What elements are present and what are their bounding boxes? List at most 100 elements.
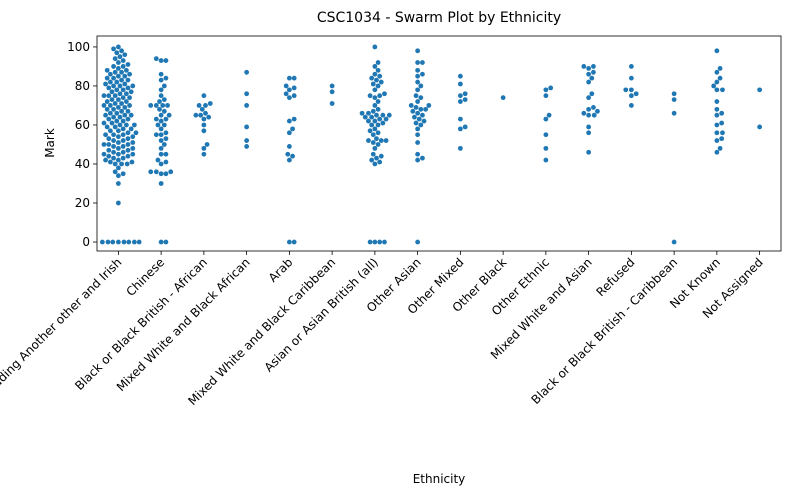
data-point (418, 106, 424, 112)
data-point (122, 105, 128, 110)
data-point (127, 95, 132, 101)
data-point (112, 124, 118, 130)
data-point (415, 99, 421, 104)
data-point (375, 99, 381, 104)
data-point (117, 91, 123, 97)
data-point (127, 103, 132, 108)
data-point (120, 87, 126, 93)
data-point (153, 132, 159, 138)
data-point (415, 79, 421, 85)
data-point (410, 108, 416, 114)
data-point (370, 81, 376, 87)
data-point (201, 93, 207, 99)
data-point (714, 112, 720, 118)
data-point (546, 112, 552, 118)
data-point (158, 93, 164, 99)
data-point (123, 67, 129, 73)
data-point (125, 62, 131, 67)
data-point (114, 118, 120, 124)
data-point (595, 108, 600, 114)
data-point (158, 118, 164, 124)
data-point (372, 239, 378, 245)
data-point (111, 64, 116, 69)
data-point (125, 147, 131, 153)
data-point (420, 112, 425, 118)
data-point (543, 116, 549, 122)
data-point (115, 44, 121, 50)
data-point (117, 54, 123, 60)
data-point (283, 91, 289, 97)
data-point (163, 239, 169, 245)
data-point (372, 118, 378, 124)
data-point (163, 171, 169, 177)
data-point (415, 60, 421, 65)
data-point (130, 134, 136, 140)
data-point (290, 126, 295, 132)
data-point (543, 132, 549, 138)
data-point (101, 120, 107, 126)
data-point (103, 132, 108, 138)
data-point (107, 103, 113, 108)
data-point (106, 93, 112, 99)
data-point (714, 122, 720, 128)
data-point (106, 142, 112, 147)
data-point (244, 103, 250, 108)
data-point (586, 112, 592, 118)
data-point (115, 165, 121, 171)
data-point (714, 138, 720, 143)
data-point (244, 124, 250, 130)
data-point (286, 144, 292, 149)
data-point (591, 112, 597, 118)
data-point (201, 145, 207, 151)
data-point (163, 151, 169, 157)
data-point (125, 142, 131, 147)
data-point (148, 103, 154, 108)
data-point (115, 97, 121, 103)
data-point (244, 69, 250, 75)
data-point (586, 95, 592, 101)
data-point (375, 83, 381, 89)
data-point (711, 83, 717, 89)
data-point (125, 136, 131, 142)
data-point (714, 79, 720, 85)
data-point (201, 116, 207, 122)
data-point (125, 153, 131, 159)
data-point (163, 116, 169, 122)
data-point (199, 106, 205, 112)
data-point (714, 99, 720, 104)
data-point (372, 126, 378, 132)
data-point (720, 87, 725, 93)
data-point (119, 77, 124, 83)
data-point (128, 89, 134, 95)
data-point (201, 128, 207, 134)
data-point (125, 77, 131, 83)
data-point (121, 239, 127, 245)
data-point (114, 87, 120, 93)
data-point (104, 75, 110, 81)
data-point (714, 48, 720, 54)
data-point (372, 103, 378, 108)
data-point (717, 65, 723, 71)
data-point (415, 151, 421, 157)
data-point (628, 64, 634, 69)
data-point (111, 144, 116, 149)
data-point (115, 73, 121, 79)
data-point (148, 169, 154, 175)
data-point (204, 142, 210, 147)
data-point (114, 50, 120, 56)
data-point (125, 130, 131, 136)
data-point (370, 151, 376, 157)
data-point (366, 110, 371, 116)
data-point (163, 159, 169, 165)
data-point (372, 95, 378, 101)
data-point (457, 126, 463, 132)
data-point (370, 108, 376, 114)
data-point (166, 112, 172, 118)
data-point (375, 67, 381, 73)
data-point (286, 130, 292, 136)
data-point (329, 83, 335, 89)
data-point (714, 149, 720, 155)
data-point (719, 120, 725, 126)
data-point (591, 64, 596, 69)
data-point (112, 69, 118, 75)
